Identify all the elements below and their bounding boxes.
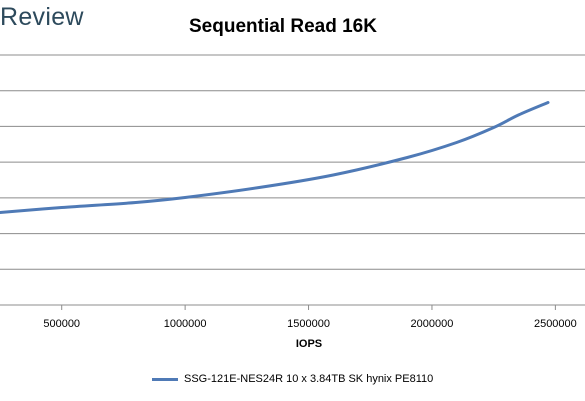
x-tick-label: 500000 (43, 318, 80, 330)
legend-label: SSG-121E-NES24R 10 x 3.84TB SK hynix PE8… (184, 373, 434, 385)
series-line (0, 101, 550, 214)
chart-legend: SSG-121E-NES24R 10 x 3.84TB SK hynix PE8… (152, 373, 433, 385)
x-tick-label: 2500000 (534, 318, 577, 330)
x-tick-label: 2000000 (411, 318, 454, 330)
legend-swatch (152, 377, 178, 381)
watermark-logo-text: Review (0, 3, 84, 31)
x-axis-label: IOPS (296, 338, 322, 350)
chart-title: Sequential Read 16K (189, 16, 377, 37)
x-tick-label: 1000000 (164, 318, 207, 330)
x-tick-label: 1500000 (287, 318, 330, 330)
